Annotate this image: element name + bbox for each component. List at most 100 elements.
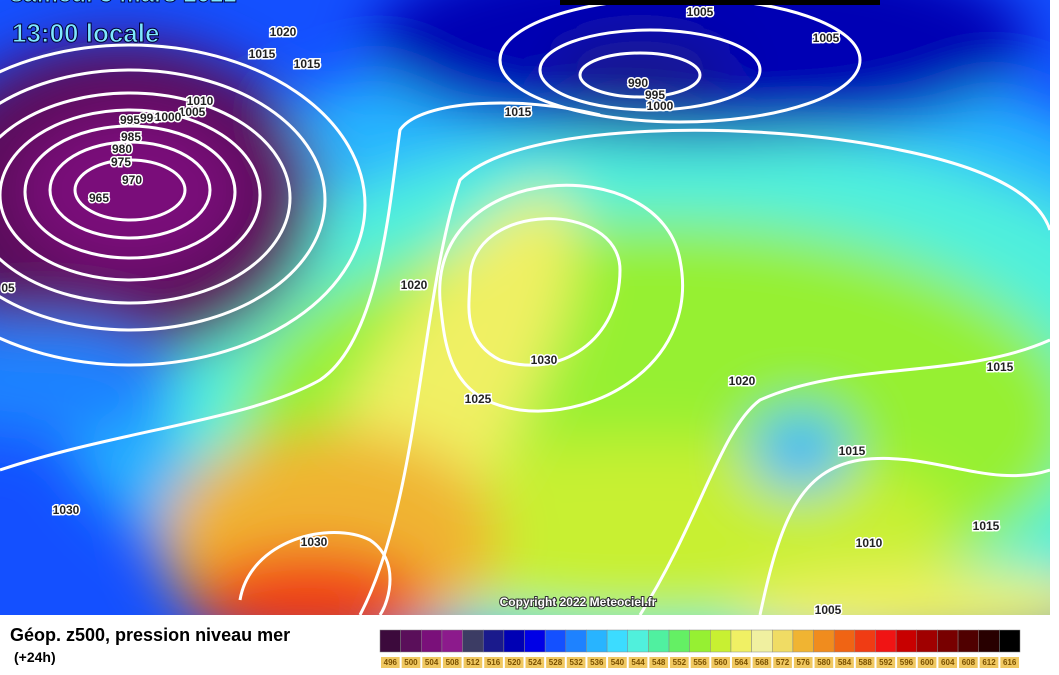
isobar-label: 1015 <box>973 519 1000 533</box>
scale-swatch <box>586 629 608 653</box>
scale-label-box <box>422 657 441 668</box>
isobar-label: 995 <box>120 113 140 127</box>
scale-label: 580 <box>817 658 831 667</box>
scale-label: 516 <box>487 658 501 667</box>
scale-swatch <box>606 629 628 653</box>
isobar-label: 1025 <box>465 392 492 406</box>
scale-label: 564 <box>735 658 749 667</box>
scale-label-box <box>525 657 545 668</box>
isobar-label: 1030 <box>301 535 328 549</box>
scale-label-box <box>442 657 462 668</box>
scale-label: 576 <box>797 658 811 667</box>
scale-label: 532 <box>569 658 583 667</box>
scale-label: 524 <box>528 658 542 667</box>
scale-label: 540 <box>611 658 625 667</box>
scale-label: 572 <box>776 658 790 667</box>
scale-swatch <box>710 629 732 653</box>
scale-label: 600 <box>920 658 934 667</box>
scale-label-box <box>649 657 669 668</box>
isobar-label: 1005 <box>813 31 840 45</box>
scale-swatch <box>503 629 525 653</box>
scale-label: 560 <box>714 658 728 667</box>
scale-swatch <box>462 629 484 653</box>
isobar-label: 1015 <box>987 360 1014 374</box>
scale-label-box <box>773 657 792 668</box>
scale-label-box <box>566 657 586 668</box>
scale-swatch <box>565 629 587 653</box>
isobar-label: 1020 <box>401 278 428 292</box>
scale-label: 528 <box>549 658 563 667</box>
scale-label-box <box>814 657 834 668</box>
scale-label: 588 <box>858 658 872 667</box>
scale-label-box <box>484 657 503 668</box>
scale-label-box <box>917 657 937 668</box>
isobar-label: 1010 <box>187 94 214 108</box>
isobar-label: 1015 <box>839 444 866 458</box>
scale-label-box <box>835 657 854 668</box>
scale-label-box <box>711 657 730 668</box>
scale-label: 504 <box>425 658 439 667</box>
scale-swatch <box>875 629 897 653</box>
isobar-label: 1020 <box>729 374 756 388</box>
scale-swatch <box>379 629 401 653</box>
scale-label-box <box>608 657 627 668</box>
scale-swatch <box>689 629 711 653</box>
isobar-label: 1020 <box>270 25 297 39</box>
scale-label: 548 <box>652 658 666 667</box>
scale-label-box <box>897 657 916 668</box>
scale-label-box <box>876 657 896 668</box>
scale-label-box <box>979 657 999 668</box>
isobar-label: 1000 <box>155 110 182 124</box>
legend-title: Géop. z500, pression niveau mer <box>10 625 290 645</box>
scale-swatch <box>772 629 794 653</box>
isobar-label: 1030 <box>531 353 558 367</box>
scale-swatch <box>957 629 979 653</box>
scale-label: 496 <box>384 658 398 667</box>
isobar-label: 995 <box>645 88 665 102</box>
scale-swatch <box>441 629 463 653</box>
isobar-label: 1010 <box>856 536 883 550</box>
scale-label-box <box>381 657 400 668</box>
scale-label: 512 <box>466 658 480 667</box>
legend-subtitle: (+24h) <box>14 649 56 665</box>
isobar-label: 1005 <box>815 603 842 617</box>
isobar-label: 1015 <box>294 57 321 71</box>
scale-label-box <box>670 657 689 668</box>
scale-swatch <box>627 629 649 653</box>
scale-label: 536 <box>590 658 604 667</box>
scale-label: 508 <box>446 658 460 667</box>
isobar-label: 965 <box>89 191 109 205</box>
scale-label: 544 <box>631 658 645 667</box>
scale-swatch <box>833 629 856 653</box>
scale-label: 520 <box>508 658 522 667</box>
isobar-label: 970 <box>122 173 142 187</box>
scale-label-box <box>1000 657 1019 668</box>
scale-swatch <box>792 629 814 653</box>
scale-label-box <box>731 657 751 668</box>
isobar-label: 985 <box>121 130 141 144</box>
isobar-label: 990 <box>140 111 160 125</box>
scale-label-box <box>938 657 958 668</box>
isobar-label: 1005 <box>687 5 714 19</box>
scale-swatch <box>751 629 773 653</box>
scale-label: 552 <box>673 658 687 667</box>
isobar-label: 1000 <box>647 99 674 113</box>
scale-swatch <box>648 629 670 653</box>
map-date: samedi 5 mars 2022 <box>10 0 237 8</box>
isobar-lines <box>0 0 1050 615</box>
scale-swatch <box>916 629 938 653</box>
isobar-label: 990 <box>628 76 648 90</box>
map-time: 13:00 locale <box>12 18 159 48</box>
scale-label: 584 <box>838 658 852 667</box>
isobar-label: 05 <box>1 281 15 295</box>
scale-label: 568 <box>755 658 769 667</box>
scale-swatch <box>854 629 876 653</box>
isobar-label: 1015 <box>249 47 276 61</box>
scale-label-box <box>793 657 813 668</box>
scale-label: 612 <box>982 658 996 667</box>
scale-swatch <box>544 629 567 653</box>
scale-swatch <box>978 629 1000 653</box>
scale-swatch <box>813 629 835 653</box>
